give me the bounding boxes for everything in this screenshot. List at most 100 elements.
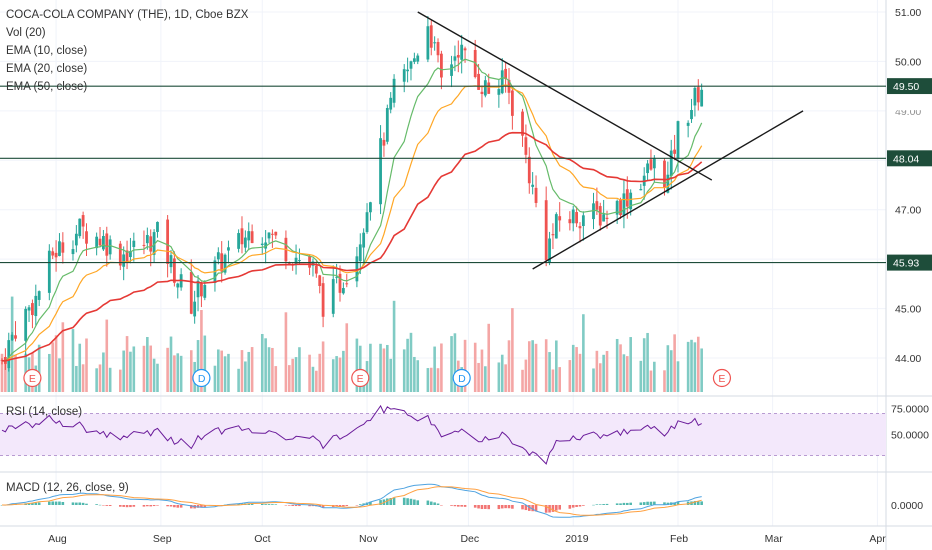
volume-bar bbox=[548, 352, 551, 392]
candle-body bbox=[595, 201, 599, 210]
candle bbox=[450, 55, 453, 88]
macd-hist-bar bbox=[582, 505, 585, 506]
macd-hist-bar bbox=[409, 498, 413, 505]
macd-hist-bar bbox=[98, 504, 102, 506]
candle-body bbox=[463, 48, 467, 51]
volume-bar bbox=[409, 332, 413, 392]
macd-hist-bar bbox=[267, 504, 271, 505]
indicator-ema50[interactable]: EMA (50, close) bbox=[6, 81, 88, 93]
candle bbox=[338, 265, 342, 302]
candle bbox=[37, 290, 41, 307]
macd-hist-bar bbox=[271, 504, 274, 505]
candle-body bbox=[477, 73, 480, 90]
volume-bar bbox=[308, 354, 311, 392]
candle bbox=[500, 58, 504, 95]
volume-bar bbox=[693, 342, 697, 392]
candle bbox=[436, 38, 440, 63]
volume-bar bbox=[568, 360, 572, 392]
candle-body bbox=[243, 237, 247, 248]
volume-bar bbox=[132, 346, 136, 392]
trendline-1 bbox=[532, 110, 804, 270]
indicator-ema10[interactable]: EMA (10, close) bbox=[6, 45, 88, 57]
candle-body bbox=[433, 42, 437, 44]
candle bbox=[71, 240, 75, 261]
earnings-marker: E bbox=[712, 368, 732, 388]
horizontal-levels[interactable] bbox=[0, 85, 886, 264]
candle-body bbox=[71, 249, 75, 255]
volume-bar bbox=[200, 309, 203, 392]
volume-bar bbox=[463, 339, 467, 392]
volume-bar bbox=[142, 345, 146, 392]
macd-hist-bar bbox=[34, 502, 38, 505]
candle-body bbox=[605, 217, 609, 219]
volume-bar bbox=[156, 363, 159, 392]
macd-hist-bar bbox=[389, 497, 392, 505]
macd-hist-bar bbox=[291, 505, 294, 506]
macd-hist-bar bbox=[602, 504, 605, 505]
macd-hist-bar bbox=[308, 505, 311, 507]
indicator-ema20[interactable]: EMA (20, close) bbox=[6, 63, 88, 75]
candle bbox=[652, 155, 656, 183]
candle-body bbox=[426, 26, 430, 60]
candle-body bbox=[27, 307, 31, 311]
macd-hist-bar bbox=[156, 505, 159, 506]
volume-bar bbox=[429, 367, 433, 392]
price-label-bg bbox=[887, 150, 932, 167]
candle-body bbox=[237, 233, 240, 249]
volume-bar bbox=[696, 336, 700, 392]
volume-bar bbox=[321, 341, 325, 392]
macd-hist-bar bbox=[622, 502, 626, 505]
candle bbox=[294, 244, 298, 275]
candle-body bbox=[497, 89, 501, 95]
candle bbox=[625, 176, 629, 219]
macd-hist-bar bbox=[592, 504, 595, 506]
candle bbox=[544, 186, 548, 267]
candle bbox=[10, 332, 14, 341]
candle bbox=[318, 274, 322, 294]
macd-hist-bar bbox=[497, 505, 501, 510]
candle bbox=[341, 282, 345, 295]
earnings-marker-circle bbox=[351, 368, 370, 388]
candle-body bbox=[686, 122, 690, 126]
candle-body bbox=[10, 334, 14, 341]
volume-bar bbox=[416, 360, 420, 392]
candle bbox=[382, 132, 386, 157]
macd-label[interactable]: MACD (12, 26, close, 9) bbox=[6, 482, 129, 494]
macd-hist-bar bbox=[78, 502, 82, 505]
macd-hist-bar bbox=[102, 505, 105, 506]
volume-bar bbox=[527, 341, 531, 392]
volume-bar bbox=[582, 314, 585, 392]
macd-hist-bar bbox=[85, 503, 88, 505]
volume-bar bbox=[575, 347, 578, 392]
candle-body bbox=[81, 215, 85, 227]
candle-body bbox=[335, 276, 339, 278]
candle-body bbox=[558, 216, 562, 221]
candle bbox=[142, 230, 146, 255]
candle-body bbox=[294, 257, 298, 265]
indicator-vol[interactable]: Vol (20) bbox=[6, 27, 46, 39]
volume-bar bbox=[555, 340, 558, 392]
rsi-label[interactable]: RSI (14, close) bbox=[6, 406, 83, 418]
candle bbox=[196, 275, 200, 312]
candle-body bbox=[669, 150, 673, 177]
candle-body bbox=[615, 200, 619, 215]
macd-hist-bar bbox=[605, 503, 609, 505]
volume-bar bbox=[240, 350, 244, 392]
volume-bar bbox=[294, 357, 298, 392]
macd-hist-bar bbox=[189, 505, 193, 509]
macd-hist-bar bbox=[108, 505, 112, 507]
candle bbox=[51, 247, 55, 260]
volume-bar bbox=[146, 336, 149, 392]
volume-bar bbox=[298, 347, 301, 392]
candle-body bbox=[58, 241, 61, 256]
candle-body bbox=[456, 54, 460, 58]
candle bbox=[510, 86, 514, 130]
macd-hist-bar bbox=[700, 501, 703, 505]
volume-bar bbox=[58, 358, 61, 392]
candle-body bbox=[578, 226, 582, 229]
volume-bar bbox=[663, 370, 666, 392]
trendlines[interactable] bbox=[417, 11, 804, 270]
chart-title: COCA-COLA COMPANY (THE), 1D, Cboe BZX bbox=[6, 9, 249, 21]
candle-body bbox=[166, 219, 170, 264]
